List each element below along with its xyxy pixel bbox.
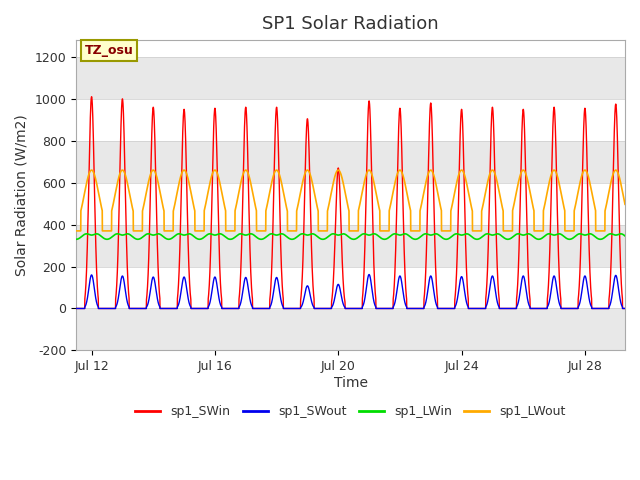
sp1_LWout xyxy=(396,167,404,173)
sp1_SWin xyxy=(226,306,234,312)
sp1_SWin xyxy=(88,94,95,100)
sp1_SWin xyxy=(190,306,198,312)
Y-axis label: Solar Radiation (W/m2): Solar Radiation (W/m2) xyxy=(15,114,29,276)
Title: SP1 Solar Radiation: SP1 Solar Radiation xyxy=(262,15,439,33)
sp1_LWin xyxy=(227,237,234,242)
Bar xyxy=(76,57,625,99)
sp1_LWout xyxy=(404,196,412,202)
Text: TZ_osu: TZ_osu xyxy=(84,44,133,57)
sp1_LWin xyxy=(226,236,234,242)
X-axis label: Time: Time xyxy=(333,376,367,390)
sp1_SWin xyxy=(621,306,628,312)
Line: sp1_SWin: sp1_SWin xyxy=(76,97,625,309)
sp1_SWout xyxy=(72,306,80,312)
sp1_LWin xyxy=(570,235,577,241)
sp1_SWout xyxy=(404,306,412,312)
sp1_LWin xyxy=(190,234,198,240)
sp1_LWout xyxy=(414,228,422,234)
sp1_LWout xyxy=(190,204,198,209)
sp1_SWin xyxy=(404,306,412,312)
Line: sp1_SWout: sp1_SWout xyxy=(76,275,625,309)
sp1_SWout xyxy=(190,306,198,312)
Bar xyxy=(76,225,625,266)
sp1_LWin xyxy=(621,233,628,239)
sp1_SWin xyxy=(621,306,629,312)
Bar xyxy=(76,266,625,309)
sp1_LWout xyxy=(569,228,577,234)
Legend: sp1_SWin, sp1_SWout, sp1_LWin, sp1_LWout: sp1_SWin, sp1_SWout, sp1_LWin, sp1_LWout xyxy=(131,400,571,423)
sp1_SWin xyxy=(414,306,422,312)
sp1_LWout xyxy=(225,228,233,234)
sp1_LWout xyxy=(72,228,80,234)
Bar xyxy=(76,141,625,183)
sp1_SWout xyxy=(621,306,629,312)
Bar xyxy=(76,99,625,141)
sp1_SWin xyxy=(569,306,577,312)
sp1_LWin xyxy=(404,232,412,238)
sp1_LWin xyxy=(414,236,422,241)
sp1_LWin xyxy=(72,237,80,242)
sp1_LWin xyxy=(83,231,90,237)
sp1_SWout xyxy=(225,306,233,312)
sp1_LWin xyxy=(621,233,629,239)
sp1_SWout xyxy=(621,306,628,312)
sp1_SWout xyxy=(414,306,422,312)
Line: sp1_LWout: sp1_LWout xyxy=(76,170,625,231)
sp1_SWout xyxy=(569,306,577,312)
sp1_LWout xyxy=(621,202,629,207)
Bar xyxy=(76,183,625,225)
sp1_SWout xyxy=(365,272,373,277)
sp1_LWout xyxy=(621,200,628,206)
sp1_SWin xyxy=(72,306,80,312)
Line: sp1_LWin: sp1_LWin xyxy=(76,234,625,240)
Bar xyxy=(76,309,625,350)
